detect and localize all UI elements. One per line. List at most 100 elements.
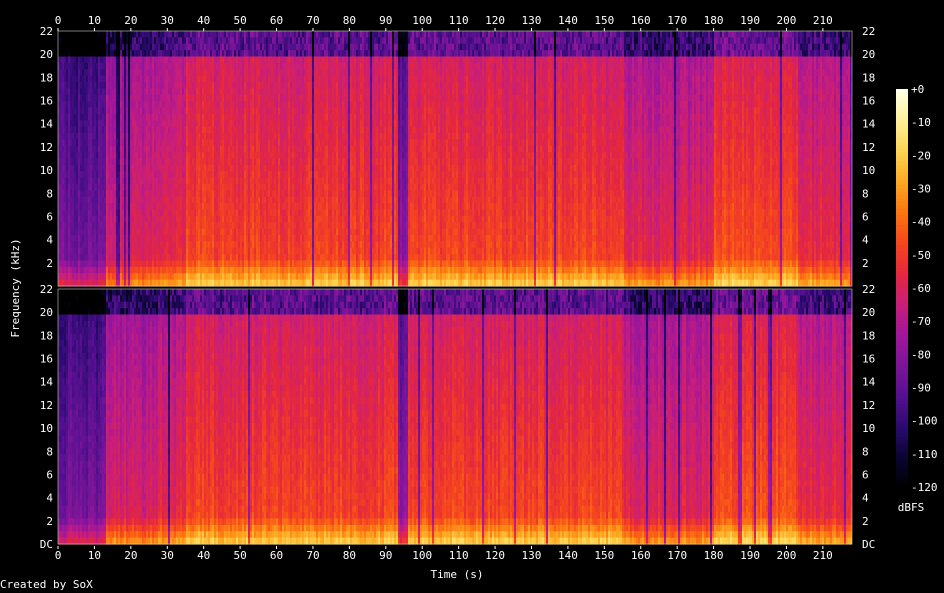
spectrogram-cell bbox=[190, 267, 192, 274]
spectrogram-cell bbox=[306, 88, 308, 95]
spectrogram-cell bbox=[114, 120, 116, 127]
spectrogram-cell bbox=[250, 267, 252, 274]
spectrogram-cell bbox=[210, 190, 212, 197]
spectrogram-cell bbox=[266, 171, 268, 178]
spectrogram-cell bbox=[84, 63, 86, 70]
spectrogram-cell bbox=[138, 184, 140, 191]
spectrogram-cell bbox=[104, 82, 106, 89]
spectrogram-cell bbox=[80, 254, 82, 261]
spectrogram-cell bbox=[232, 114, 234, 121]
spectrogram-cell bbox=[108, 229, 110, 236]
spectrogram-cell bbox=[246, 76, 248, 83]
spectrogram-cell bbox=[124, 210, 126, 217]
spectrogram-cell bbox=[270, 139, 272, 146]
spectrogram-cell bbox=[190, 159, 192, 166]
spectrogram-cell bbox=[146, 120, 148, 127]
spectrogram-cell bbox=[174, 165, 176, 172]
spectrogram-cell bbox=[102, 114, 104, 121]
spectrogram-cell bbox=[134, 69, 136, 76]
spectrogram-cell bbox=[246, 133, 248, 140]
spectrogram-cell bbox=[268, 82, 270, 89]
spectrogram-cell bbox=[220, 210, 222, 217]
spectrogram-cell bbox=[100, 165, 102, 172]
spectrogram-cell bbox=[302, 57, 304, 64]
spectrogram-cell bbox=[250, 165, 252, 172]
spectrogram-cell bbox=[70, 267, 72, 274]
spectrogram-cell bbox=[180, 178, 182, 185]
spectrogram-cell bbox=[250, 216, 252, 223]
spectrogram-cell bbox=[204, 254, 206, 261]
spectrogram-cell bbox=[108, 108, 110, 115]
spectrogram-cell bbox=[162, 114, 164, 121]
spectrogram-cell bbox=[202, 222, 204, 229]
spectrogram-cell bbox=[104, 280, 106, 287]
spectrogram-cell bbox=[144, 210, 146, 217]
spectrogram-cell bbox=[72, 210, 74, 217]
spectrogram-cell bbox=[230, 101, 232, 108]
spectrogram-cell bbox=[226, 76, 228, 83]
spectrogram-cell bbox=[258, 261, 260, 268]
spectrogram-cell bbox=[214, 57, 216, 64]
spectrogram-cell bbox=[212, 127, 214, 134]
spectrogram-cell bbox=[154, 88, 156, 95]
spectrogram-cell bbox=[302, 184, 304, 191]
spectrogram-cell bbox=[160, 210, 162, 217]
spectrogram-cell bbox=[164, 254, 166, 261]
spectrogram-cell bbox=[268, 88, 270, 95]
spectrogram-cell bbox=[92, 133, 94, 140]
spectrogram-cell bbox=[224, 146, 226, 153]
spectrogram-cell bbox=[110, 165, 112, 172]
spectrogram-cell bbox=[242, 120, 244, 127]
spectrogram-cell bbox=[270, 171, 272, 178]
spectrogram-cell bbox=[70, 222, 72, 229]
spectrogram-cell bbox=[148, 31, 150, 38]
spectrogram-cell bbox=[256, 197, 258, 204]
spectrogram-cell bbox=[164, 229, 166, 236]
spectrogram-cell bbox=[242, 171, 244, 178]
spectrogram-cell bbox=[246, 267, 248, 274]
spectrogram-cell bbox=[104, 108, 106, 115]
spectrogram-cell bbox=[288, 229, 290, 236]
spectrogram-cell bbox=[138, 101, 140, 108]
spectrogram-cell bbox=[94, 88, 96, 95]
spectrogram-cell bbox=[156, 216, 158, 223]
spectrogram-cell bbox=[186, 108, 188, 115]
spectrogram-cell bbox=[286, 133, 288, 140]
spectrogram-cell bbox=[156, 165, 158, 172]
spectrogram-cell bbox=[220, 159, 222, 166]
spectrogram-cell bbox=[290, 63, 292, 70]
spectrogram-cell bbox=[140, 31, 142, 38]
spectrogram-cell bbox=[94, 210, 96, 217]
spectrogram-cell bbox=[104, 101, 106, 108]
spectrogram-cell bbox=[176, 152, 178, 159]
spectrogram-cell bbox=[256, 267, 258, 274]
spectrogram-cell bbox=[212, 261, 214, 268]
spectrogram-cell bbox=[140, 63, 142, 70]
spectrogram-cell bbox=[154, 273, 156, 280]
spectrogram-cell bbox=[72, 127, 74, 134]
spectrogram-cell bbox=[200, 197, 202, 204]
spectrogram-cell bbox=[294, 50, 296, 57]
spectrogram-cell bbox=[182, 159, 184, 166]
spectrogram-cell bbox=[136, 127, 138, 134]
spectrogram-cell bbox=[290, 133, 292, 140]
spectrogram-cell bbox=[238, 190, 240, 197]
spectrogram-cell bbox=[114, 63, 116, 70]
spectrogram-cell bbox=[180, 235, 182, 242]
spectrogram-cell bbox=[182, 222, 184, 229]
spectrogram-cell bbox=[288, 171, 290, 178]
spectrogram-cell bbox=[224, 95, 226, 102]
spectrogram-cell bbox=[86, 171, 88, 178]
spectrogram-cell bbox=[224, 57, 226, 64]
spectrogram-cell bbox=[200, 120, 202, 127]
spectrogram-cell bbox=[100, 267, 102, 274]
spectrogram-cell bbox=[110, 184, 112, 191]
spectrogram-cell bbox=[90, 184, 92, 191]
spectrogram-cell bbox=[210, 146, 212, 153]
spectrogram-cell bbox=[204, 101, 206, 108]
spectrogram-cell bbox=[306, 229, 308, 236]
spectrogram-cell bbox=[306, 114, 308, 121]
spectrogram-cell bbox=[92, 171, 94, 178]
spectrogram-cell bbox=[262, 57, 264, 64]
spectrogram-cell bbox=[254, 114, 256, 121]
